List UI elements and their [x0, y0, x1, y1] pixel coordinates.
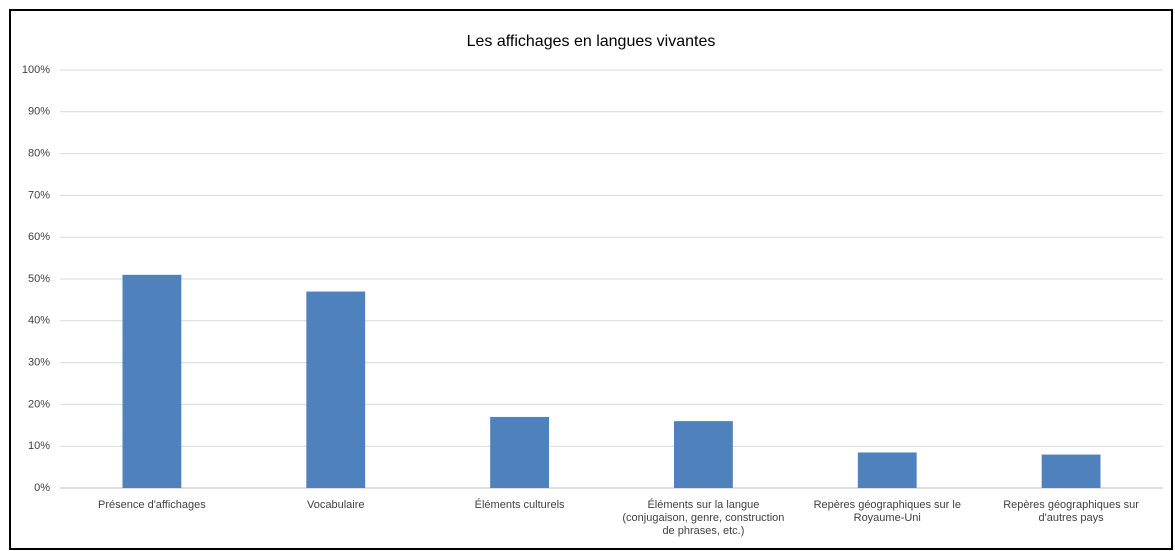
y-tick-label: 50%: [28, 273, 50, 285]
bar: [1041, 454, 1101, 488]
y-tick-label: 100%: [22, 64, 50, 76]
y-tick-label: 10%: [28, 440, 50, 452]
y-tick-label: 80%: [28, 148, 50, 160]
x-tick-label: Présence d'affichages: [98, 499, 206, 511]
y-tick-label: 90%: [28, 106, 50, 118]
y-tick-label: 20%: [28, 398, 50, 410]
y-tick-label: 60%: [28, 231, 50, 243]
x-tick-label: Repères géographiques sur le Royaume-Uni: [813, 499, 961, 524]
x-tick-label: Vocabulaire: [307, 499, 365, 511]
bar: [122, 274, 182, 488]
y-tick-label: 0%: [34, 482, 50, 494]
y-tick-label: 40%: [28, 315, 50, 327]
bar: [674, 421, 733, 488]
y-tick-label: 30%: [28, 357, 50, 369]
bar: [857, 452, 917, 488]
x-tick-label: Éléments sur la langue (conjugaison, gen…: [622, 499, 785, 537]
x-tick-label: Repères géographiques sur d'autres pays: [1003, 499, 1139, 524]
chart-title: Les affichages en langues vivantes: [467, 33, 716, 50]
bar: [490, 416, 549, 488]
y-tick-label: 70%: [28, 189, 50, 201]
bar: [306, 291, 366, 488]
x-tick-label: Éléments culturels: [474, 499, 565, 511]
